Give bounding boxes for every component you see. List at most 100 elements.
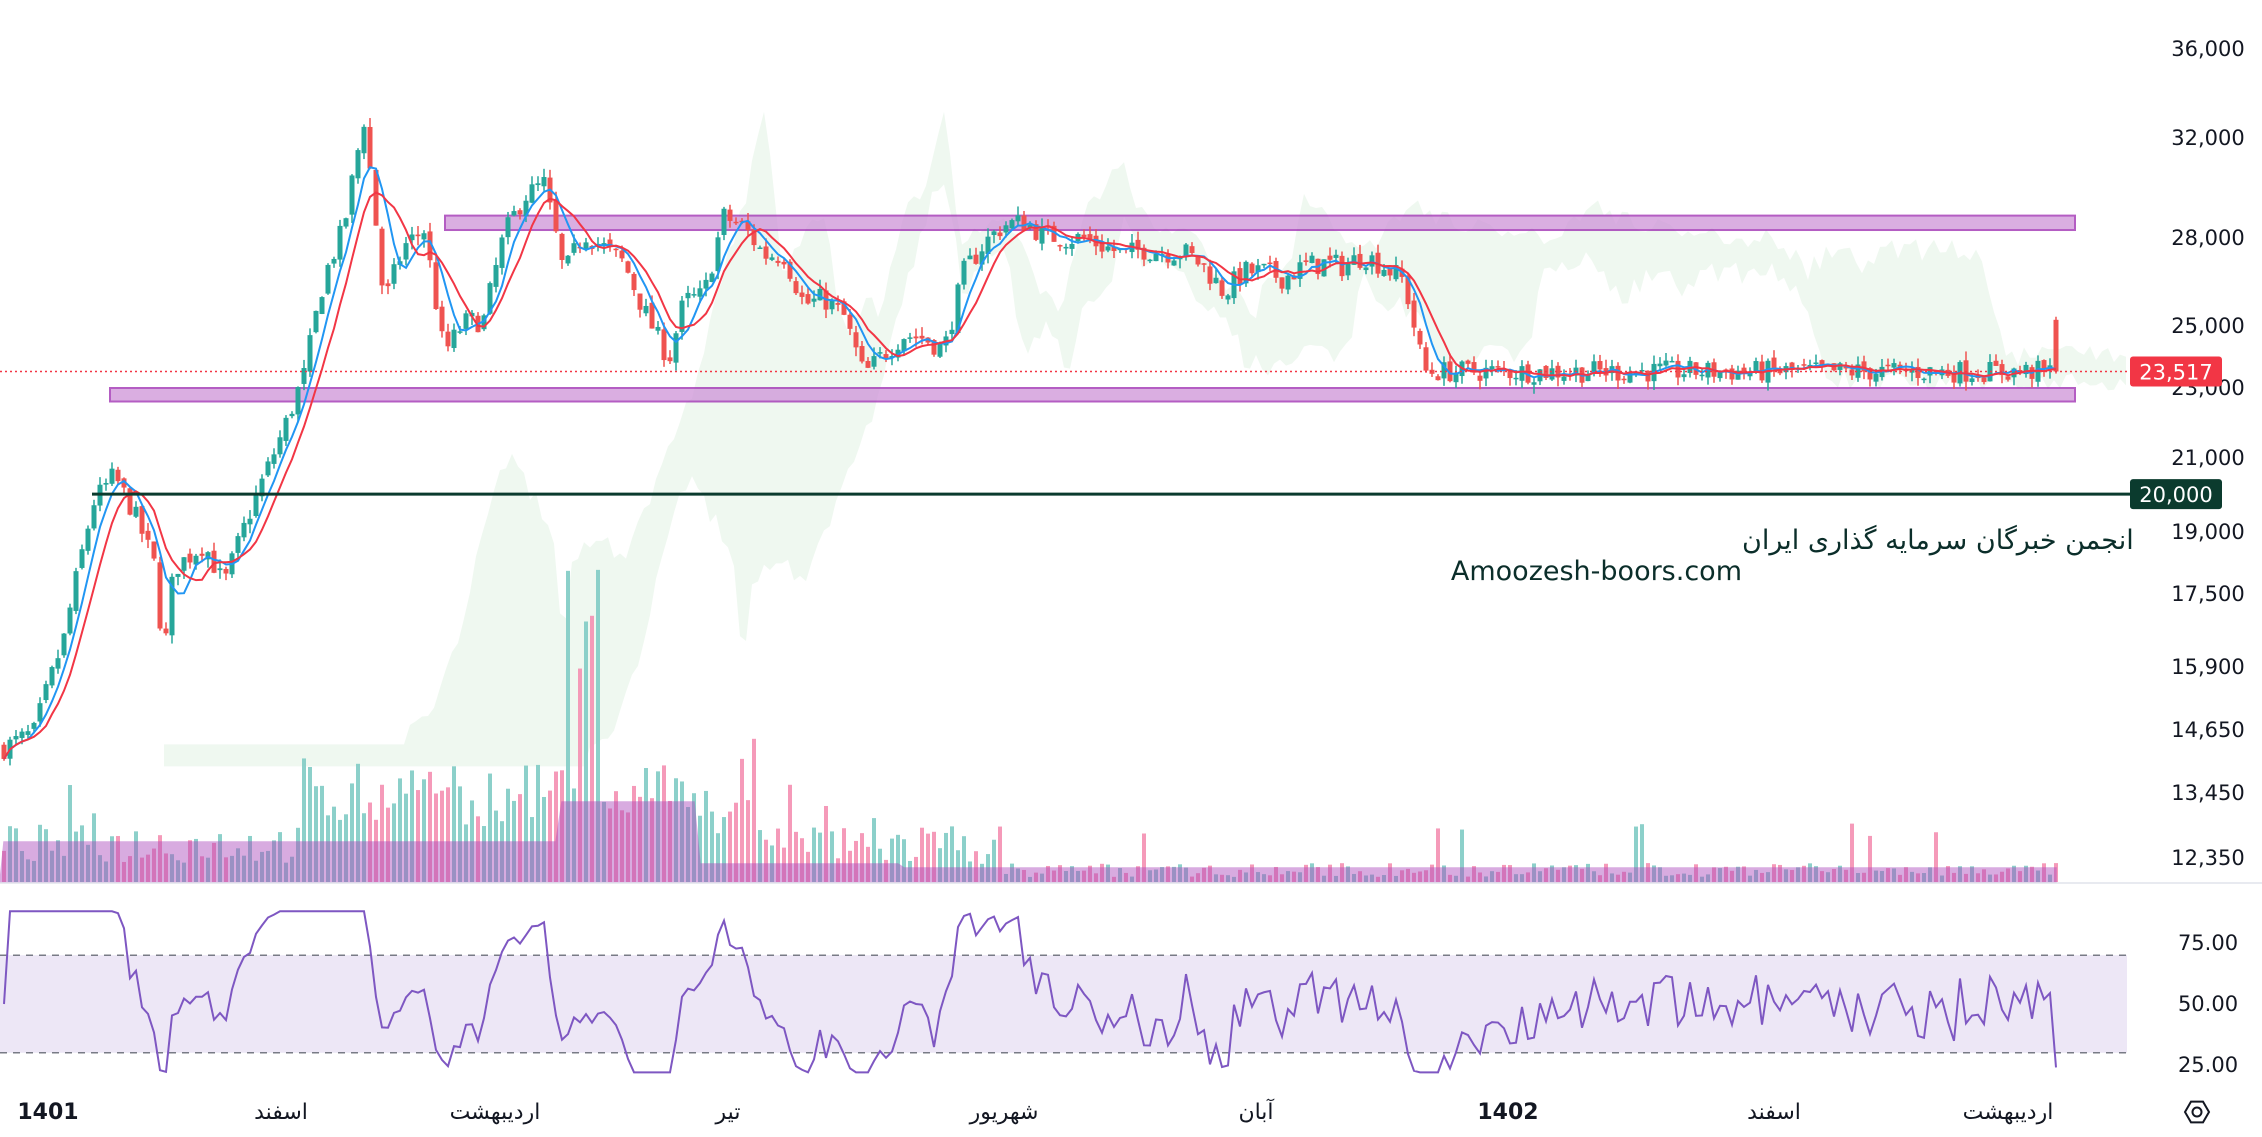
- volume-bar: [842, 828, 846, 882]
- volume-bar: [1916, 873, 1920, 882]
- candle: [1201, 262, 1207, 273]
- candle-body: [199, 553, 205, 556]
- volume-bar: [1382, 875, 1386, 882]
- candle: [1141, 244, 1147, 267]
- candle: [487, 281, 493, 315]
- candle: [313, 310, 319, 334]
- candle-body: [865, 360, 871, 368]
- volume-bar: [938, 848, 942, 882]
- candle-body: [1255, 265, 1261, 273]
- candle-body: [817, 288, 823, 301]
- candle: [775, 256, 781, 267]
- volume-bar: [788, 784, 792, 882]
- volume-bar: [1142, 833, 1146, 882]
- candle-body: [1357, 253, 1363, 268]
- volume-bar: [2036, 870, 2040, 882]
- ichimoku-cloud: [164, 111, 2126, 767]
- candle-body: [385, 283, 391, 287]
- candle-body: [259, 478, 265, 497]
- volume-bar: [1826, 872, 1830, 882]
- candle-body: [1147, 259, 1153, 262]
- candle-body: [517, 210, 523, 215]
- volume-bar: [296, 827, 300, 882]
- candle-body: [151, 541, 157, 559]
- candle: [1225, 293, 1231, 305]
- volume-bar: [1730, 870, 1734, 882]
- volume-bar: [800, 838, 804, 882]
- candle: [505, 211, 511, 245]
- candle: [997, 226, 1003, 240]
- candle: [559, 232, 565, 269]
- candle: [2005, 376, 2011, 382]
- candle: [265, 457, 271, 478]
- volume-bar: [1448, 874, 1452, 882]
- candle: [1303, 252, 1309, 266]
- volume-bar: [956, 850, 960, 882]
- volume-bar: [548, 790, 552, 882]
- volume-bar: [1628, 872, 1632, 882]
- volume-bar: [176, 860, 180, 882]
- candle-body: [691, 294, 697, 296]
- volume-bar: [1274, 866, 1278, 882]
- candle: [1465, 359, 1471, 369]
- candle-body: [607, 239, 613, 247]
- volume-bar: [410, 770, 414, 882]
- candle-body: [169, 576, 175, 636]
- candle: [1267, 255, 1273, 271]
- candle: [1009, 218, 1015, 230]
- candle: [865, 357, 871, 369]
- volume-bar: [1568, 865, 1572, 882]
- volume-bar: [1010, 863, 1014, 882]
- volume-bar: [392, 803, 396, 882]
- volume-bar: [182, 862, 186, 882]
- settings-icon[interactable]: [2183, 1100, 2211, 1124]
- volume-bar: [1790, 869, 1794, 882]
- candle-body: [331, 258, 337, 264]
- volume-bar: [626, 812, 630, 882]
- volume-bar: [1334, 875, 1338, 882]
- candle-body: [421, 233, 427, 240]
- volume-bar: [8, 826, 12, 882]
- rsi-line: [3, 910, 2057, 1074]
- candle-body: [295, 387, 301, 415]
- candle-body: [1915, 366, 1921, 378]
- candle-body: [781, 261, 787, 265]
- candle-body: [1435, 376, 1441, 381]
- candle: [907, 332, 913, 343]
- volume-bar: [1934, 832, 1938, 882]
- volume-bar: [302, 758, 306, 882]
- volume-bar: [1850, 823, 1854, 882]
- volume-bar: [644, 768, 648, 882]
- volume-bar: [1124, 872, 1128, 882]
- candle-body: [1051, 225, 1057, 242]
- volume-bar: [2006, 868, 2010, 882]
- candle-body: [889, 356, 895, 358]
- candle: [253, 485, 259, 518]
- candle-body: [49, 667, 55, 686]
- candle-body: [1393, 265, 1399, 280]
- candle-body: [1663, 360, 1669, 366]
- volume-bar: [1556, 869, 1560, 882]
- volume-bar: [86, 844, 90, 882]
- candle: [787, 259, 793, 282]
- cloud-area: [164, 111, 2126, 767]
- candle: [1561, 369, 1567, 385]
- candle-body: [1033, 224, 1039, 240]
- candle-body: [1387, 268, 1393, 276]
- volume-bar: [578, 668, 582, 882]
- volume-bar: [1520, 874, 1524, 882]
- candle-body: [1063, 246, 1069, 249]
- volume-bar: [1868, 835, 1872, 882]
- candle-body: [1489, 366, 1495, 370]
- candle: [1441, 356, 1447, 386]
- candle-body: [283, 417, 289, 441]
- candle: [1021, 210, 1027, 231]
- candle: [553, 191, 559, 234]
- candle: [1417, 328, 1423, 349]
- volume-bar: [2030, 866, 2034, 882]
- volume-bar: [1538, 871, 1542, 882]
- price-tick-label: 14,650: [2171, 718, 2244, 742]
- candle-body: [277, 437, 283, 455]
- candle: [1339, 251, 1345, 282]
- volume-bar: [1478, 872, 1482, 882]
